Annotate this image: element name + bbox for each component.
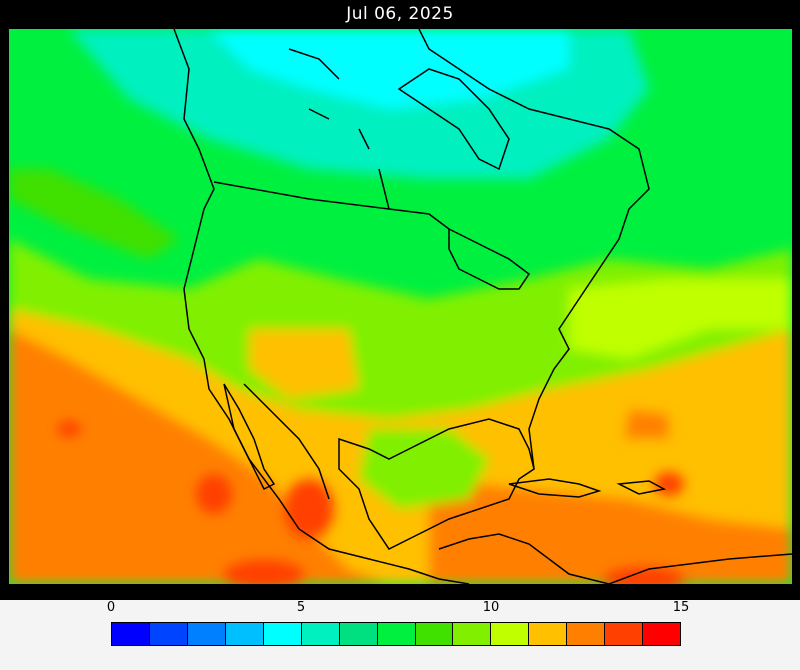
field-pole [209,29,569,109]
colorbar-swatch [187,623,226,645]
hot-spot-5 [604,567,684,584]
coast-arctic-islands [288,48,390,210]
coast-baja [223,383,276,491]
colorbar-tick-15: 15 [672,600,690,615]
hot-spot-1 [284,479,334,539]
colorbar-swatch [339,623,378,645]
field-mexico-green [359,429,489,509]
weather-map [9,29,792,584]
colorbar-swatch [301,623,340,645]
coast-east [418,29,650,470]
hot-spot-4 [57,421,81,437]
colorbar: 0 5 10 15 [0,600,800,670]
colorbar-swatch [263,623,302,645]
coast-hudson [397,68,510,171]
coast-cuba [508,478,602,498]
colorbar-tick-5: 5 [296,600,306,615]
field-atlantic-orange [624,409,669,439]
field-sw-orange [249,329,359,399]
colorbar-swatches [111,622,681,646]
colorbar-swatch [643,623,681,645]
coast-great-lakes [448,227,531,290]
colorbar-swatch [567,623,606,645]
colorbar-swatch [225,623,264,645]
colorbar-swatch [112,623,150,645]
coast-central-america [438,533,610,584]
hot-spot-6 [654,472,684,496]
hot-spot-2 [196,474,232,514]
field-midlat-2 [9,169,179,259]
map-frame: Jul 06, 2025 [0,0,800,600]
colorbar-tick-10: 10 [482,600,500,615]
colorbar-swatch [149,623,188,645]
colorbar-swatch [491,623,530,645]
coast-south-america [608,553,792,584]
coast-hispaniola [616,480,667,495]
colorbar-swatch [415,623,454,645]
colorbar-swatch [453,623,492,645]
colorbar-swatch [529,623,568,645]
coast-gulf [338,418,535,550]
coast-gulf-of-california [243,383,330,500]
coast-west [173,29,470,584]
colorbar-swatch [605,623,644,645]
hot-spot-3 [224,560,304,584]
colorbar-tick-0: 0 [106,600,116,615]
field-east-lime [569,279,792,359]
coastlines [173,29,792,584]
colorbar-swatch [377,623,416,645]
field-gulf [429,479,792,584]
map-date-title: Jul 06, 2025 [346,4,454,24]
